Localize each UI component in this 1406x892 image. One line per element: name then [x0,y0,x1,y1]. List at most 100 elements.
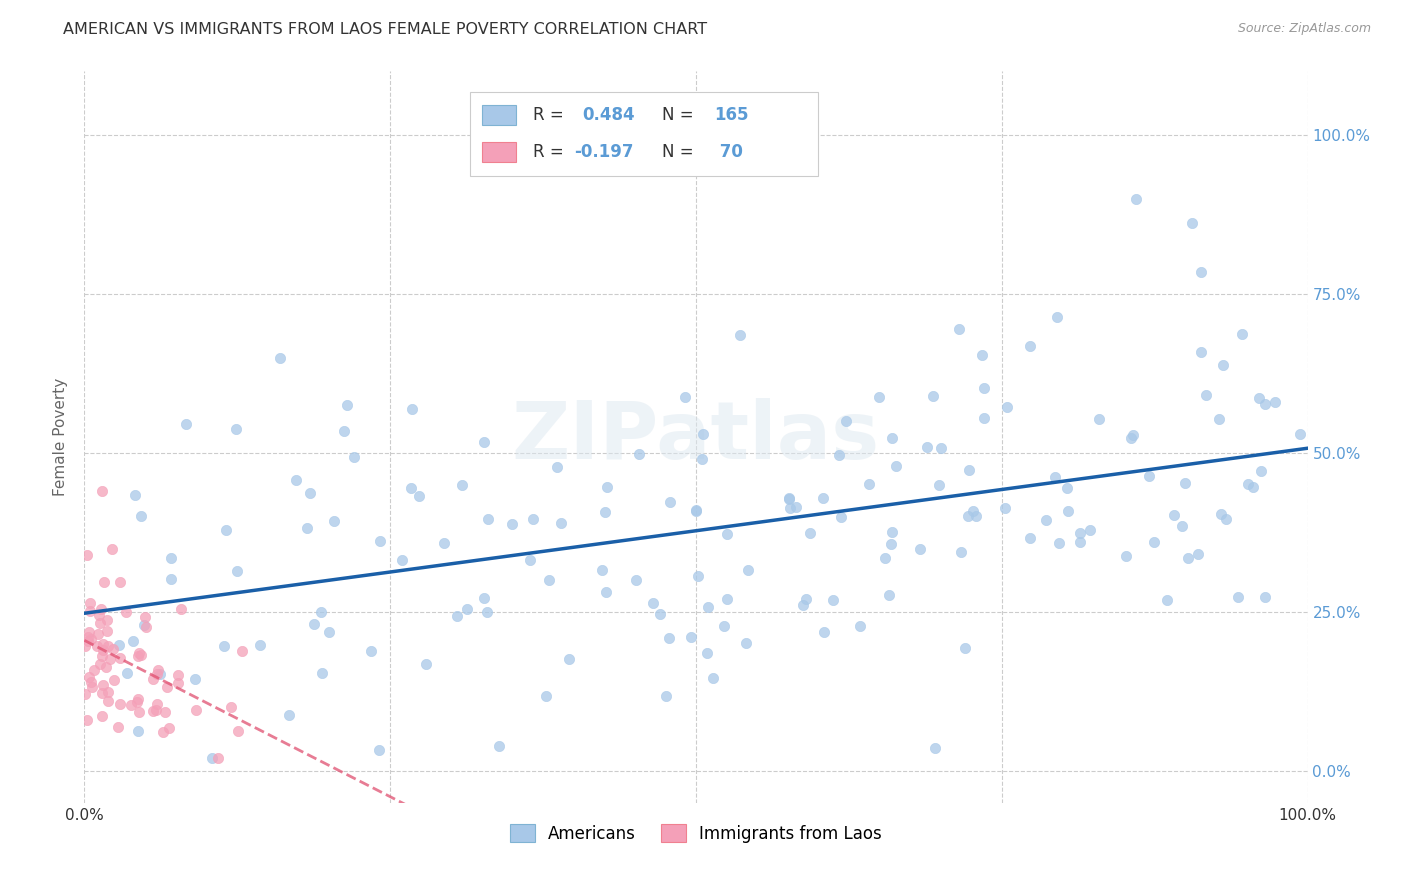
Point [713,619,735,633]
Point [146,697,169,711]
FancyBboxPatch shape [482,105,516,126]
Point [593,505,616,519]
Point [98,652,121,666]
Point [1156,592,1178,607]
Point [1088,411,1111,425]
Point [835,414,858,428]
Point [624,573,647,587]
Point [477,512,499,526]
Point [120,698,142,713]
Point [811,491,834,505]
Point [1236,476,1258,491]
Point [681,630,703,644]
Point [685,503,707,517]
Point [318,625,340,640]
Point [922,389,945,403]
Point [76,633,98,648]
Text: N =: N = [662,143,699,161]
Point [1069,535,1091,549]
Point [184,702,207,716]
Point [702,671,724,685]
Point [152,724,174,739]
Point [1289,427,1312,442]
Point [149,666,172,681]
Text: 165: 165 [714,106,749,124]
Point [957,509,980,524]
Point [249,639,271,653]
Point [127,692,149,706]
Point [1057,504,1080,518]
Point [125,694,148,708]
Point [1249,391,1271,405]
Point [122,634,145,648]
Point [1056,481,1078,495]
Text: N =: N = [662,106,699,124]
Point [336,398,359,412]
Point [1047,535,1070,549]
Point [76,630,98,644]
Point [1171,519,1194,533]
Point [311,606,333,620]
Point [735,636,758,650]
Point [868,390,890,404]
Point [107,721,129,735]
Point [96,660,118,674]
Point [1137,468,1160,483]
Point [146,664,169,678]
Point [472,591,495,606]
Point [110,650,132,665]
Text: AMERICAN VS IMMIGRANTS FROM LAOS FEMALE POVERTY CORRELATION CHART: AMERICAN VS IMMIGRANTS FROM LAOS FEMALE … [63,22,707,37]
Point [96,613,118,627]
Point [127,649,149,664]
Point [716,526,738,541]
Point [882,524,904,539]
Point [79,670,101,684]
Point [673,391,696,405]
Point [655,689,678,703]
Point [1143,534,1166,549]
Point [696,646,718,660]
Text: R =: R = [533,143,569,161]
Point [128,705,150,719]
Point [1122,427,1144,442]
Point [1177,550,1199,565]
Point [828,448,851,462]
Point [110,574,132,589]
Point [269,351,291,365]
Point [849,618,872,632]
Point [1189,344,1212,359]
Point [648,607,671,622]
Point [401,481,423,495]
Point [135,620,157,634]
Point [134,610,156,624]
Point [311,666,333,681]
Point [1211,507,1233,521]
Point [522,511,544,525]
Point [91,686,114,700]
Point [96,624,118,638]
Point [73,639,96,653]
Point [538,573,561,587]
Point [87,626,110,640]
Point [1230,326,1253,341]
Point [298,485,321,500]
Point [302,617,325,632]
Point [546,460,568,475]
Point [89,657,111,672]
Point [79,596,101,610]
Point [915,440,938,454]
Point [97,694,120,708]
Point [779,501,801,516]
Point [1189,265,1212,279]
Point [641,597,664,611]
Point [207,751,229,765]
Point [145,703,167,717]
Point [391,553,413,567]
Point [1195,387,1218,401]
Point [226,724,249,739]
Point [692,427,714,442]
Point [82,681,104,695]
Point [688,569,710,583]
Point [157,721,180,735]
FancyBboxPatch shape [482,142,516,162]
